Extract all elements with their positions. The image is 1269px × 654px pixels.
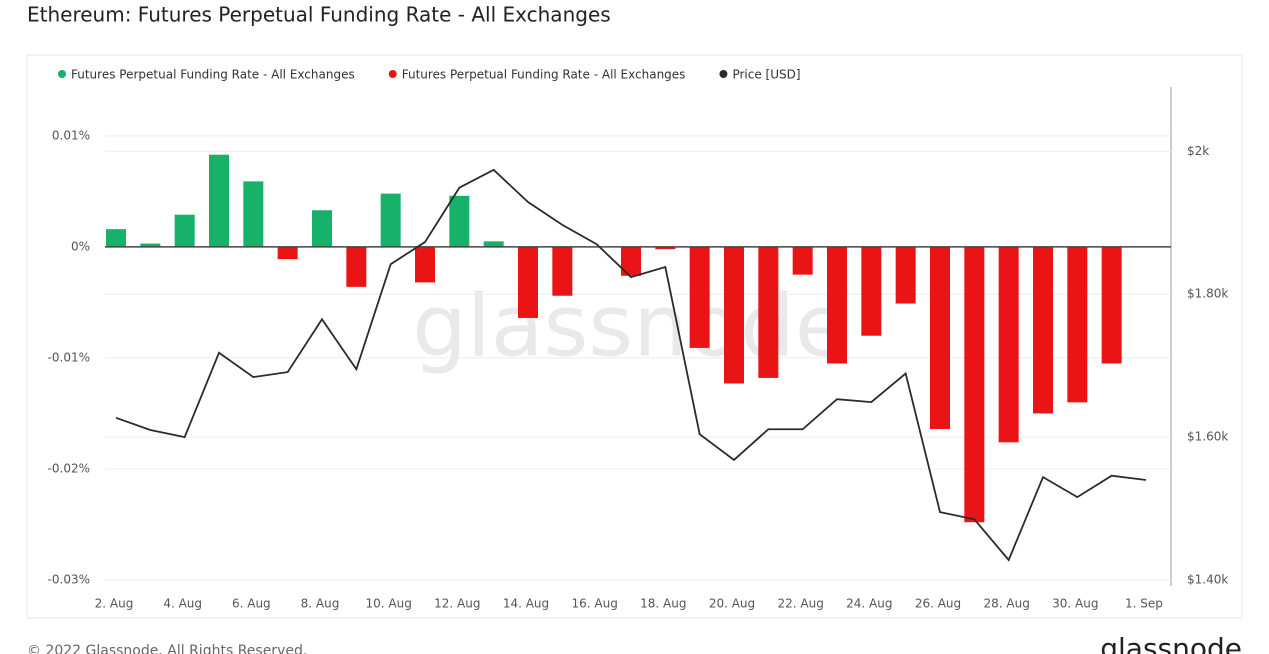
bar xyxy=(277,246,298,260)
bar xyxy=(243,181,264,247)
bar xyxy=(449,195,470,247)
y2-tick-label: $2k xyxy=(1187,144,1209,158)
legend-label: Price [USD] xyxy=(732,68,800,82)
bar xyxy=(724,246,744,384)
legend-dot xyxy=(719,70,728,78)
bar xyxy=(552,246,573,296)
legend-dot xyxy=(388,70,397,78)
x-tick-label: 30. Aug xyxy=(1052,597,1098,611)
y-tick-label: -0.01% xyxy=(48,350,90,364)
x-tick-label: 14. Aug xyxy=(503,597,549,611)
bar xyxy=(895,246,916,304)
y-tick-label: 0% xyxy=(71,239,90,253)
y-tick-label: 0.01% xyxy=(52,128,90,142)
brand: glassnode xyxy=(1100,632,1242,654)
legend-dot xyxy=(58,70,66,78)
watermark: glassnode xyxy=(412,276,847,376)
x-tick-label: 10. Aug xyxy=(365,597,411,611)
x-tick-label: 24. Aug xyxy=(846,597,892,611)
bar xyxy=(380,193,401,247)
y2-tick-label: $1.40k xyxy=(1187,573,1228,587)
x-tick-label: 26. Aug xyxy=(915,597,961,611)
bar xyxy=(518,246,538,318)
bar xyxy=(174,214,195,247)
bar xyxy=(209,154,229,247)
bar xyxy=(483,241,504,247)
price-line xyxy=(115,168,1147,562)
y2-tick-label: $1.80k xyxy=(1187,287,1228,301)
x-tick-label: 2. Aug xyxy=(95,597,134,611)
bar xyxy=(106,229,126,247)
bar xyxy=(689,246,710,348)
legend-label: Futures Perpetual Funding Rate - All Exc… xyxy=(71,68,355,82)
bar xyxy=(861,246,882,336)
copyright: © 2022 Glassnode. All Rights Reserved. xyxy=(27,643,307,654)
bar xyxy=(827,246,847,364)
legend-label: Futures Perpetual Funding Rate - All Exc… xyxy=(402,68,686,82)
bar xyxy=(998,246,1019,443)
bar xyxy=(792,246,813,275)
x-tick-label: 16. Aug xyxy=(571,597,617,611)
bar xyxy=(930,246,950,429)
bar xyxy=(758,246,779,378)
x-tick-label: 6. Aug xyxy=(232,597,271,611)
bar xyxy=(621,246,641,276)
chart-title: Ethereum: Futures Perpetual Funding Rate… xyxy=(27,3,611,27)
bar xyxy=(415,246,435,283)
x-tick-label: 4. Aug xyxy=(163,597,202,611)
bar xyxy=(1033,246,1053,414)
x-tick-label: 18. Aug xyxy=(640,597,686,611)
y-tick-label: -0.03% xyxy=(48,573,90,587)
y-tick-label: -0.02% xyxy=(48,461,90,475)
x-tick-label: 1. Sep xyxy=(1125,597,1163,611)
bar xyxy=(140,243,161,247)
x-tick-label: 8. Aug xyxy=(301,597,340,611)
x-tick-label: 22. Aug xyxy=(777,597,823,611)
bar xyxy=(964,246,985,523)
bar xyxy=(1067,246,1088,403)
bar xyxy=(346,246,367,287)
x-tick-label: 12. Aug xyxy=(434,597,480,611)
frame xyxy=(26,54,1243,619)
bar xyxy=(655,246,676,250)
x-tick-label: 20. Aug xyxy=(709,597,755,611)
y2-tick-label: $1.60k xyxy=(1187,430,1228,444)
bar xyxy=(1101,246,1122,364)
bar xyxy=(312,210,332,247)
x-tick-label: 28. Aug xyxy=(983,597,1029,611)
